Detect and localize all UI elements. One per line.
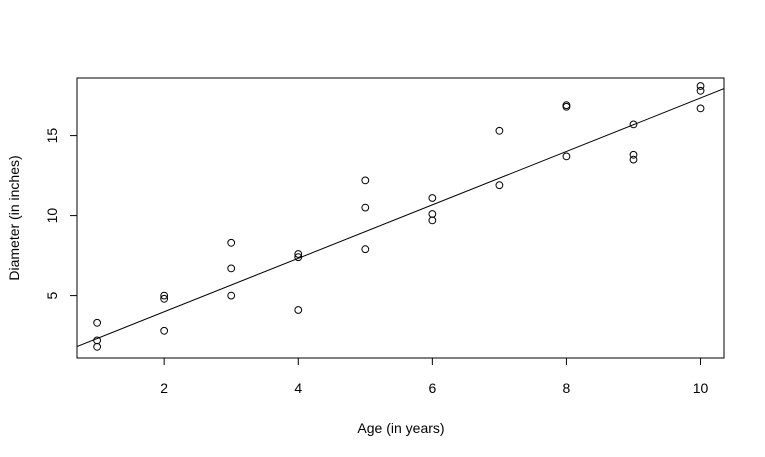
- data-point: [294, 250, 303, 258]
- y-tick-label: 10: [44, 208, 60, 224]
- x-tick-label: 10: [693, 380, 709, 396]
- data-point: [160, 294, 169, 303]
- data-point: [294, 306, 303, 314]
- data-point: [160, 291, 169, 300]
- x-tick-label: 2: [160, 380, 168, 396]
- data-point: [93, 318, 102, 327]
- x-tick-label: 4: [294, 380, 302, 396]
- data-point: [562, 152, 571, 161]
- data-point: [629, 120, 638, 129]
- data-point: [696, 86, 705, 95]
- y-tick-label: 15: [44, 128, 60, 144]
- data-point: [361, 203, 370, 212]
- data-point: [93, 342, 102, 351]
- data-point: [629, 155, 638, 164]
- x-axis-title: Age (in years): [357, 420, 444, 436]
- data-point: [294, 253, 303, 262]
- data-point: [227, 264, 236, 273]
- data-point: [428, 210, 437, 218]
- y-axis-title: Diameter (in inches): [6, 155, 22, 280]
- data-point: [696, 104, 705, 113]
- x-axis: 2 4 6 8 10: [160, 357, 709, 396]
- data-point: [629, 150, 638, 159]
- data-point: [696, 82, 705, 90]
- y-tick-label: 5: [44, 291, 60, 299]
- regression-line-layer: [77, 88, 724, 347]
- data-point: [495, 126, 504, 135]
- data-point: [428, 194, 437, 202]
- data-points: [93, 82, 705, 351]
- data-point: [160, 326, 169, 335]
- data-point: [495, 181, 504, 190]
- data-point: [562, 102, 571, 111]
- x-tick-label: 8: [563, 380, 571, 396]
- data-point: [361, 176, 370, 185]
- data-point: [361, 245, 370, 254]
- data-point: [227, 291, 236, 300]
- data-point: [428, 216, 437, 225]
- data-point: [227, 238, 236, 247]
- x-tick-label: 6: [428, 380, 436, 396]
- y-axis: 5 10 15: [44, 128, 78, 299]
- data-point: [562, 101, 571, 110]
- regression-line: [77, 88, 724, 347]
